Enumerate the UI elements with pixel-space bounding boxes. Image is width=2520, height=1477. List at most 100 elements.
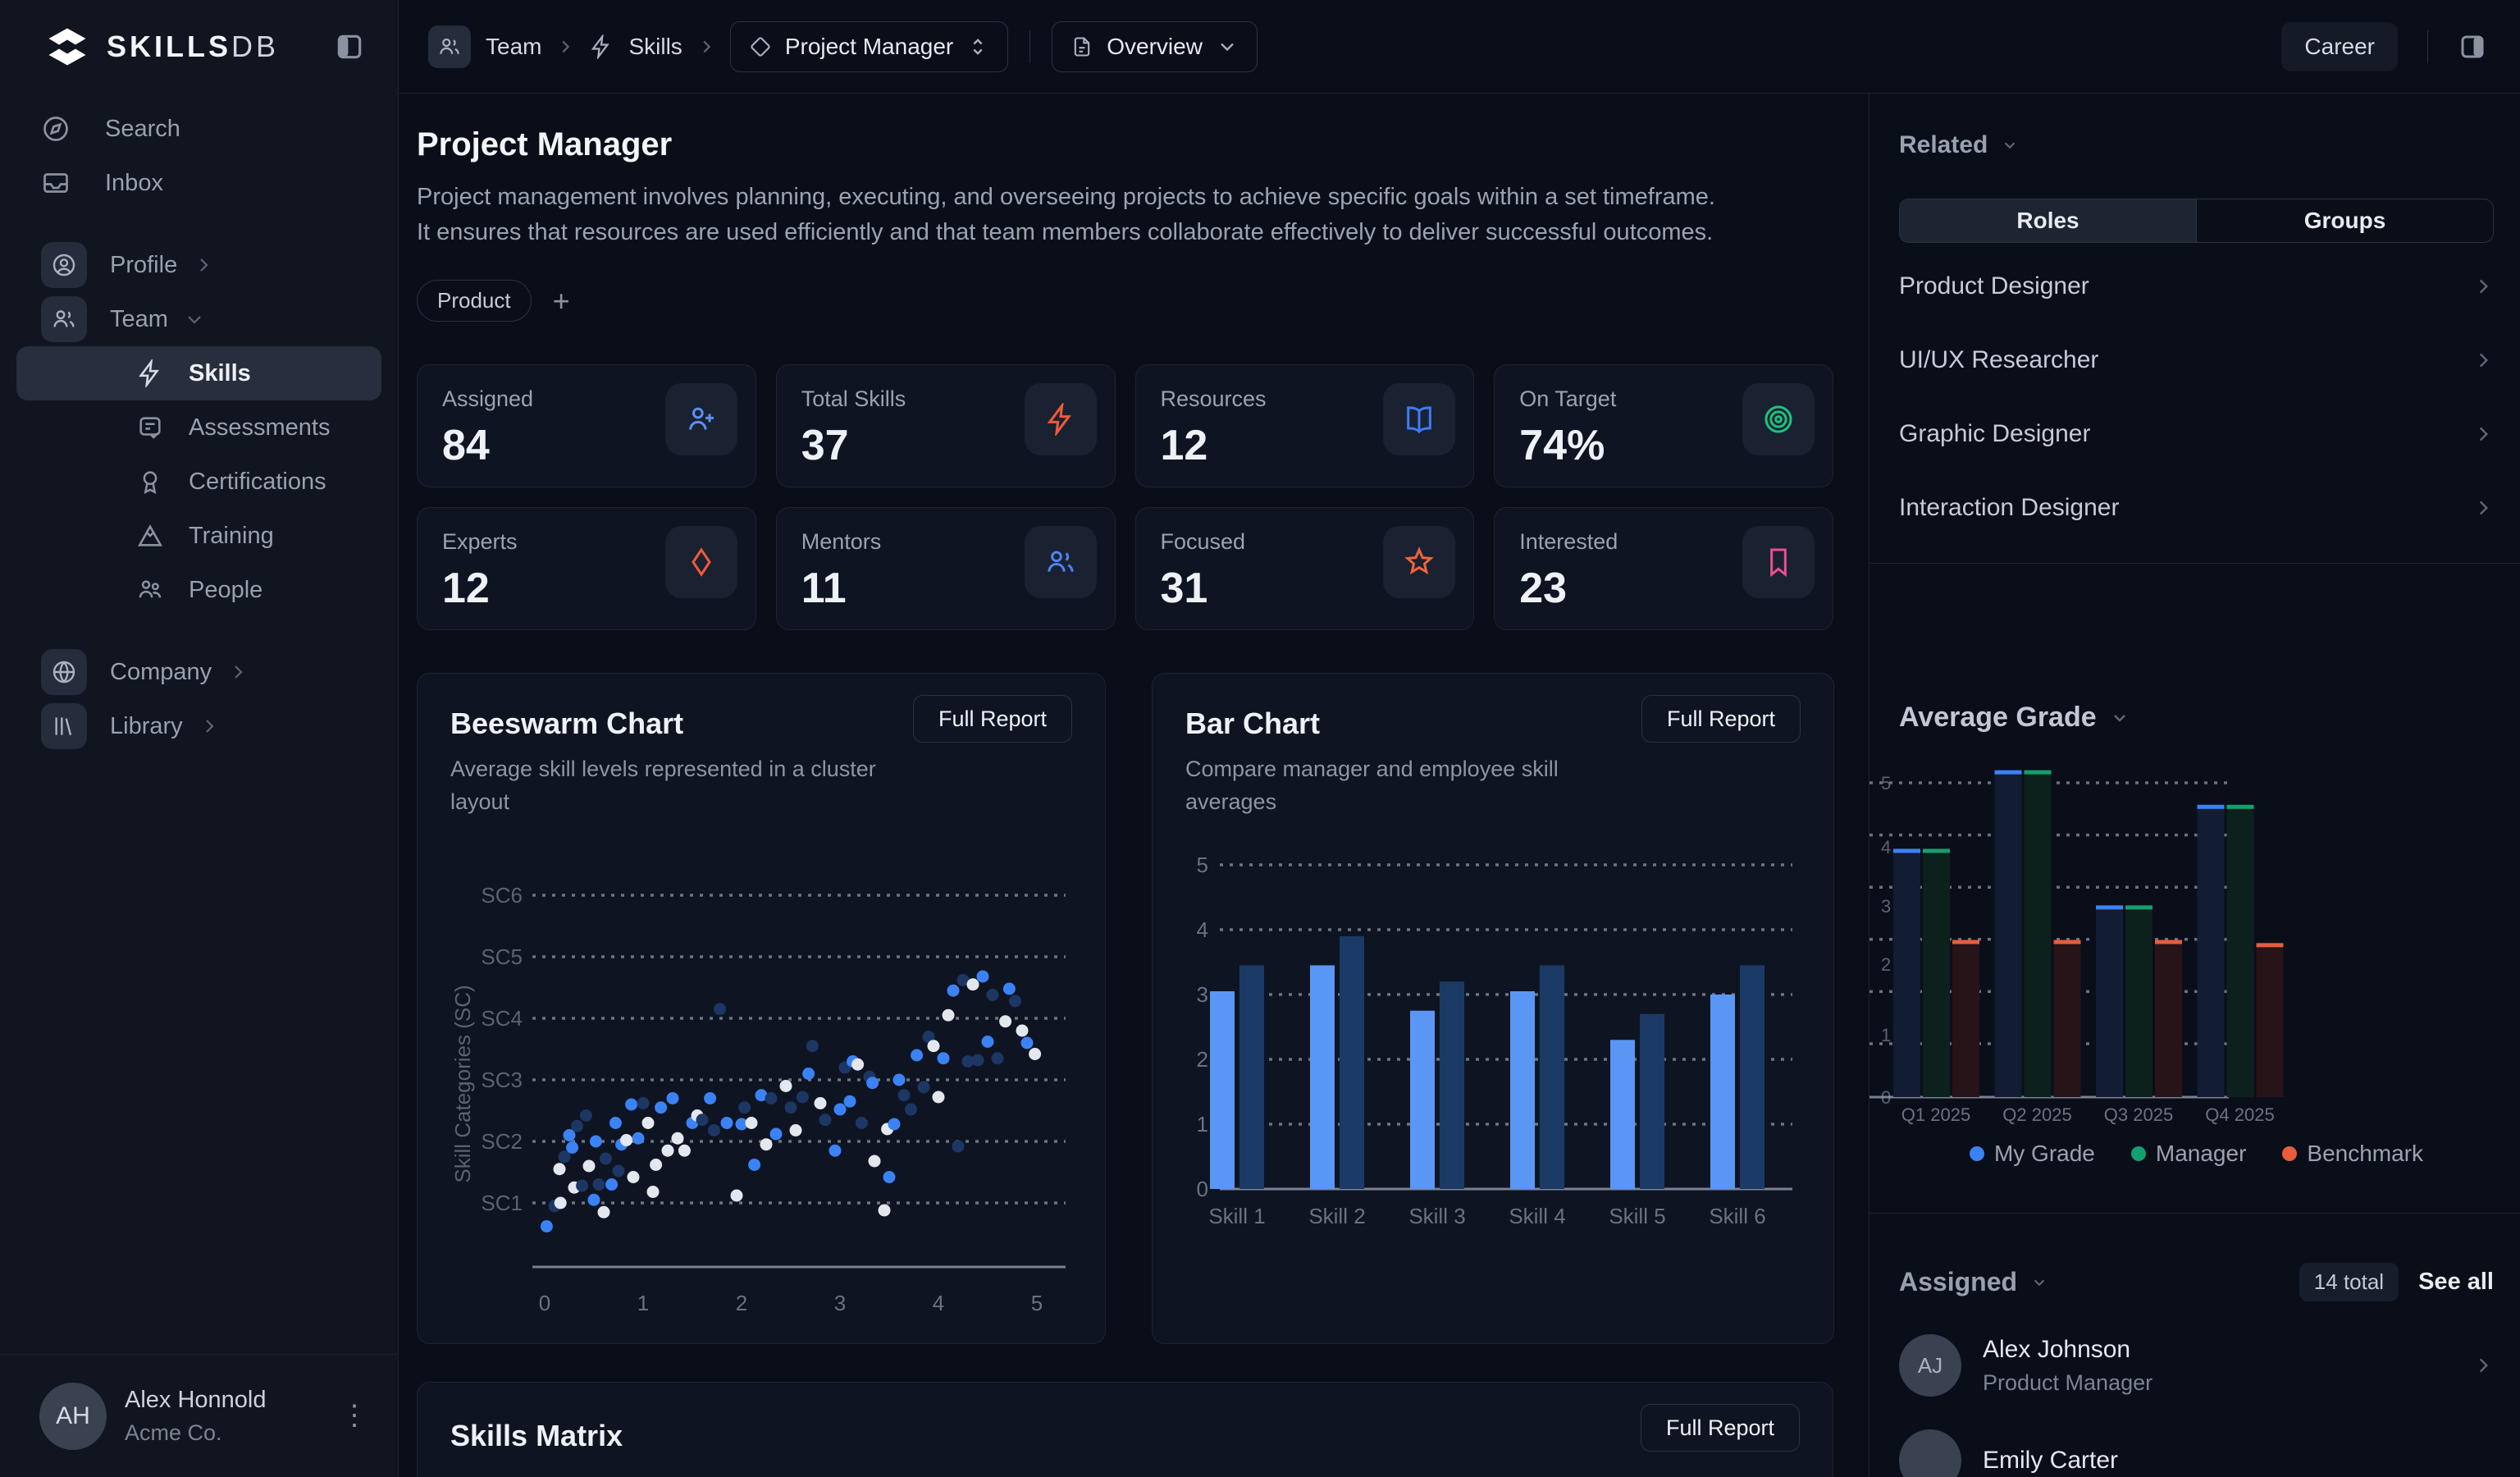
svg-text:1: 1 xyxy=(637,1291,649,1315)
see-all-link[interactable]: See all xyxy=(2418,1269,2494,1295)
main-content: Project Manager Project management invol… xyxy=(399,94,1869,1477)
svg-text:Skill 1: Skill 1 xyxy=(1208,1204,1265,1228)
sidebar-user-card[interactable]: AH Alex Honnold Acme Co. ⋮ xyxy=(0,1354,398,1477)
clipboard-check-icon xyxy=(139,417,161,439)
sidebar-item-company[interactable]: Company xyxy=(16,645,381,699)
related-role-item[interactable]: Interaction Designer xyxy=(1899,478,2494,538)
bookmark-icon xyxy=(1742,526,1815,598)
svg-text:SC3: SC3 xyxy=(481,1068,523,1092)
chevron-right-icon xyxy=(2479,353,2489,368)
view-select-value: Overview xyxy=(1107,33,1203,59)
chart-title: Bar Chart xyxy=(1185,706,1321,740)
chart-title: Skills Matrix xyxy=(450,1419,623,1452)
svg-text:SC1: SC1 xyxy=(481,1191,523,1215)
related-tabs: Roles Groups xyxy=(1899,199,2494,243)
stat-label: Assigned xyxy=(442,386,534,411)
stat-label: Resources xyxy=(1160,386,1267,411)
avatar xyxy=(1899,1429,1961,1477)
svg-text:Q3 2025: Q3 2025 xyxy=(2104,1104,2173,1125)
compass-icon xyxy=(43,117,68,141)
add-tag-button[interactable]: + xyxy=(552,283,570,318)
svg-text:SC6: SC6 xyxy=(481,883,523,908)
svg-text:1: 1 xyxy=(1881,1025,1891,1045)
stat-card-focused: Focused 31 xyxy=(1134,507,1475,630)
bar-plot: 0 1 2 3 4 5 Skill 1 Skill 2 Skill 3 Skill 4 Skill … xyxy=(1197,853,1792,1228)
panel-right-icon[interactable] xyxy=(2458,32,2487,62)
full-report-button[interactable]: Full Report xyxy=(1641,695,1801,743)
role-select[interactable]: Project Manager xyxy=(729,21,1009,72)
career-button[interactable]: Career xyxy=(2281,21,2398,71)
view-select[interactable]: Overview xyxy=(1052,21,1258,72)
tab-groups[interactable]: Groups xyxy=(2196,199,2493,242)
related-role-item[interactable]: Product Designer xyxy=(1899,256,2494,317)
award-icon xyxy=(143,471,158,495)
svg-text:SC2: SC2 xyxy=(481,1129,523,1154)
sidebar-item-library[interactable]: Library xyxy=(16,699,381,753)
related-role-item[interactable]: UI/UX Researcher xyxy=(1899,330,2494,391)
sidebar-item-training[interactable]: Training xyxy=(16,509,381,563)
svg-text:SC4: SC4 xyxy=(481,1006,523,1031)
kebab-menu-icon[interactable]: ⋮ xyxy=(340,1400,368,1432)
stat-label: Focused xyxy=(1160,529,1246,554)
svg-text:2: 2 xyxy=(1881,954,1891,975)
chevron-down-icon xyxy=(188,316,201,324)
assigned-person-row[interactable]: Emily Carter xyxy=(1899,1429,2494,1477)
avatar: AH xyxy=(39,1382,107,1450)
stat-card-total-skills: Total Skills 37 xyxy=(775,364,1116,487)
breadcrumb-skills[interactable]: Skills xyxy=(628,33,682,59)
svg-text:4: 4 xyxy=(1197,917,1208,942)
related-heading[interactable]: Related xyxy=(1899,131,2494,159)
svg-text:0: 0 xyxy=(1197,1177,1208,1201)
sidebar-item-inbox[interactable]: Inbox xyxy=(16,156,381,210)
stat-value: 23 xyxy=(1519,565,1568,612)
legend-item: My Grade xyxy=(1969,1141,2095,1167)
sidebar-item-label: Profile xyxy=(110,251,178,278)
chevrons-up-down-icon xyxy=(973,38,983,55)
sidebar-item-skills[interactable]: Skills xyxy=(16,346,381,400)
zap-icon xyxy=(1024,383,1097,455)
tab-roles[interactable]: Roles xyxy=(1900,199,2196,242)
chevron-down-icon xyxy=(1221,43,1234,51)
sidebar-item-search[interactable]: Search xyxy=(16,102,381,156)
brand-logo: SKILLSDB xyxy=(43,22,334,71)
breadcrumb-team[interactable]: Team xyxy=(486,33,542,59)
sidebar-item-label: Inbox xyxy=(105,169,163,196)
svg-text:Q4 2025: Q4 2025 xyxy=(2205,1104,2274,1125)
average-grade-heading[interactable]: Average Grade xyxy=(1899,702,2494,734)
sidebar-item-profile[interactable]: Profile xyxy=(16,238,381,292)
svg-text:Q1 2025: Q1 2025 xyxy=(1901,1104,1970,1125)
breadcrumb: Team Skills Project Manager Overview xyxy=(428,21,1258,72)
avatar: AJ xyxy=(1899,1334,1961,1397)
right-panel: Related Roles Groups Product Designer UI… xyxy=(1869,94,2520,1477)
divider xyxy=(1869,1213,2520,1214)
full-report-button[interactable]: Full Report xyxy=(912,695,1072,743)
skills-matrix-card: Skills Matrix Full Report xyxy=(417,1382,1833,1477)
svg-text:Skill 4: Skill 4 xyxy=(1509,1204,1565,1228)
sidebar-collapse-icon[interactable] xyxy=(334,31,365,62)
sidebar-item-assessments[interactable]: Assessments xyxy=(16,400,381,455)
legend-dot-icon xyxy=(2130,1146,2146,1161)
sidebar-item-people[interactable]: People xyxy=(16,563,381,617)
svg-text:Skill 5: Skill 5 xyxy=(1609,1204,1665,1228)
chevron-down-icon xyxy=(2113,714,2125,722)
svg-text:0: 0 xyxy=(539,1291,550,1315)
chart-subtitle: Compare manager and employee skill avera… xyxy=(1185,757,1559,814)
full-report-button[interactable]: Full Report xyxy=(1640,1404,1800,1452)
assigned-heading[interactable]: Assigned xyxy=(1899,1267,2048,1297)
tag-product[interactable]: Product xyxy=(417,280,532,322)
page-description: Project management involves planning, ex… xyxy=(417,184,1715,245)
sidebar-item-certifications[interactable]: Certifications xyxy=(16,455,381,509)
sidebar-item-label: Company xyxy=(110,658,212,685)
stat-value: 84 xyxy=(442,422,490,469)
diamond-icon xyxy=(751,36,770,57)
role-select-value: Project Manager xyxy=(784,33,954,59)
user-name: Alex Honnold xyxy=(125,1386,267,1413)
sidebar-item-team[interactable]: Team xyxy=(16,292,381,346)
globe-icon xyxy=(41,649,87,695)
sidebar-item-label: Certifications xyxy=(189,468,326,495)
stats-grid: Assigned 84 Total Skills 37 Resources 12… xyxy=(417,364,1833,630)
assigned-person-row[interactable]: AJ Alex Johnson Product Manager xyxy=(1899,1334,2494,1397)
svg-text:2: 2 xyxy=(736,1291,747,1315)
related-role-item[interactable]: Graphic Designer xyxy=(1899,404,2494,464)
